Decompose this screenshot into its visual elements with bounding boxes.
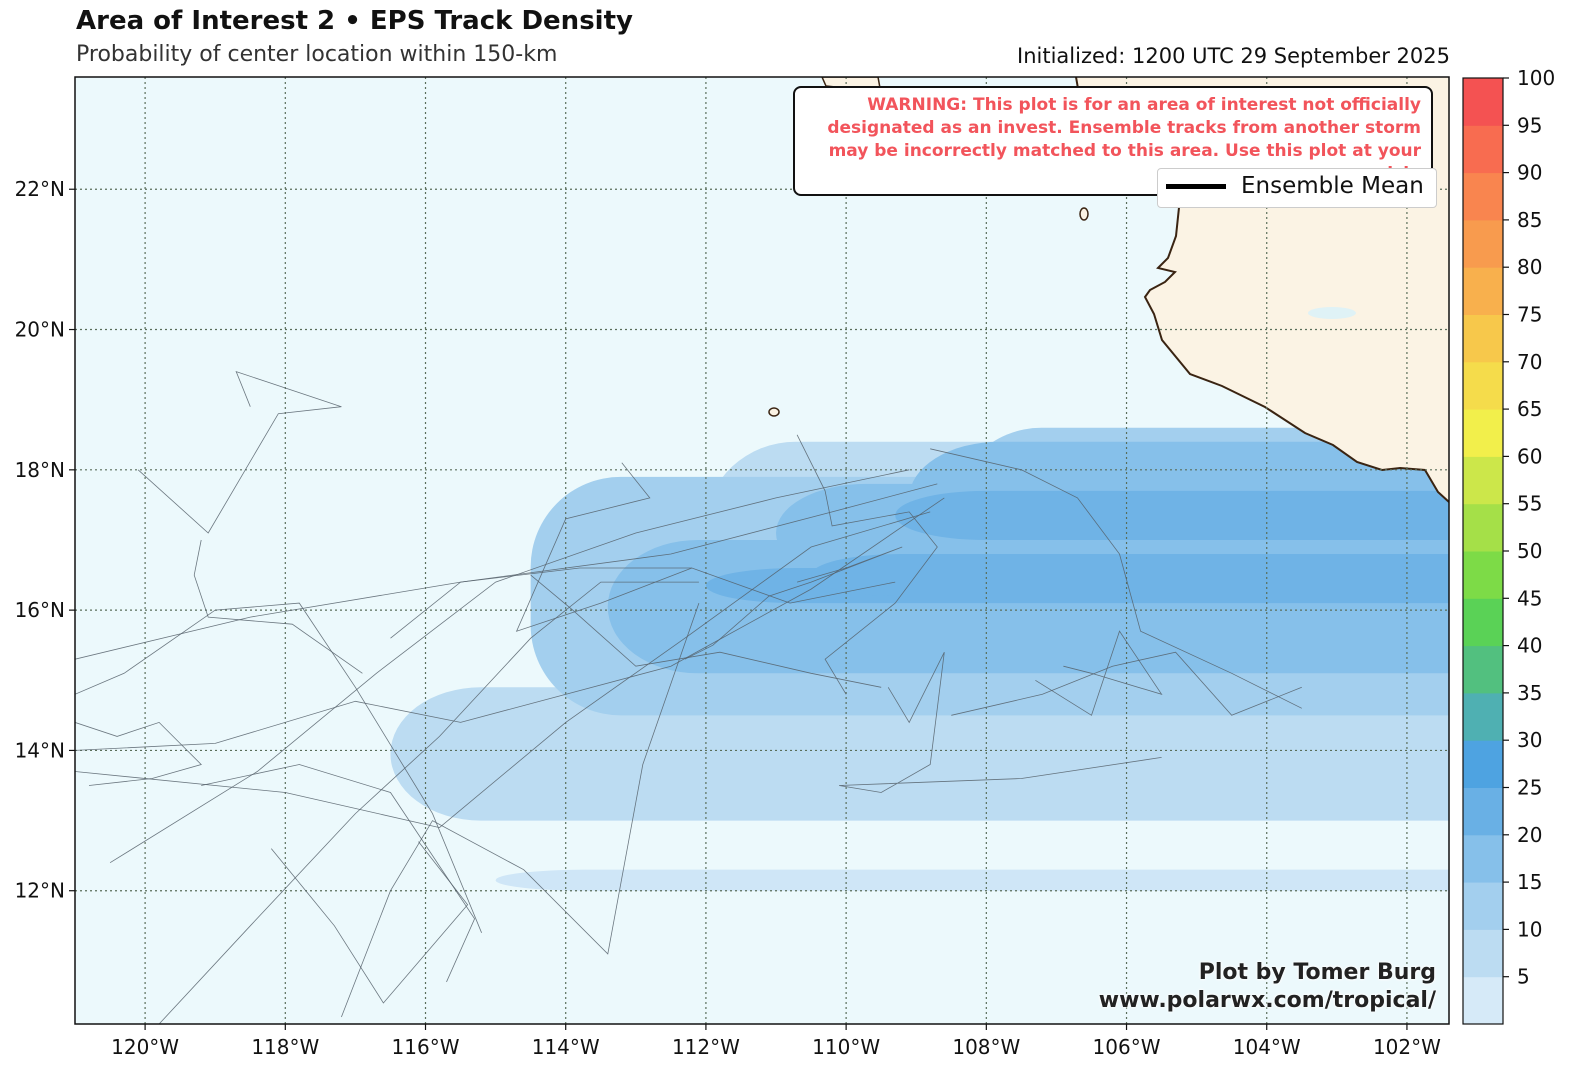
credit-author: Plot by Tomer Burg [1198, 960, 1436, 985]
colorbar-segment [1463, 314, 1503, 363]
chart-title: Area of Interest 2 • EPS Track Density [76, 6, 633, 36]
map-frame [74, 76, 1450, 1025]
colorbar-label: 25 [1517, 776, 1542, 800]
colorbar-label: 5 [1517, 965, 1530, 989]
colorbar-label: 45 [1517, 586, 1542, 610]
lat-tick-label: 12°N [15, 879, 65, 903]
ensemble-track [684, 546, 903, 660]
colorbar-segment [1463, 929, 1503, 978]
colorbar-label: 65 [1517, 397, 1542, 421]
ensemble-track [75, 497, 945, 751]
lon-tick-label: 102°W [1373, 1035, 1441, 1059]
socorro-island [768, 407, 780, 417]
ensemble-track [158, 581, 699, 1024]
ensemble-track [341, 602, 700, 1018]
colorbar-segment [1463, 882, 1503, 930]
lat-tick-label: 14°N [15, 738, 65, 762]
colorbar-segment [1463, 787, 1503, 836]
ensemble-track [515, 462, 693, 632]
colorbar-segment [1463, 125, 1503, 174]
ensemble-track [839, 652, 1162, 793]
ensemble-track [137, 370, 342, 534]
colorbar-segment [1463, 361, 1503, 410]
colorbar-label: 40 [1517, 634, 1542, 658]
colorbar-segment [1463, 503, 1503, 552]
ensemble-track [270, 841, 469, 1004]
lon-tick-label: 104°W [1233, 1035, 1301, 1059]
colorbar-label: 95 [1517, 113, 1542, 137]
lat-tick-label: 22°N [15, 177, 65, 201]
colorbar-segment [1463, 551, 1503, 599]
lat-tick-label: 20°N [15, 318, 65, 342]
colorbar-segment [1463, 598, 1503, 647]
colorbar-label: 60 [1517, 444, 1542, 468]
lon-tick-label: 108°W [952, 1035, 1020, 1059]
density-shading [390, 427, 1449, 891]
ensemble-track [1035, 630, 1163, 716]
density-region-25 [895, 490, 1449, 540]
colorbar-label: 75 [1517, 303, 1542, 327]
ensemble-mean-swatch [1166, 184, 1226, 189]
ensemble-track [951, 651, 1302, 716]
legend: Ensemble Mean [1157, 168, 1437, 208]
ensemble-track [201, 764, 476, 983]
lat-tick-label: 16°N [15, 598, 65, 622]
islas-marias-island [1079, 207, 1089, 221]
colorbar-label: 20 [1517, 823, 1542, 847]
initialized-label: Initialized: 1200 UTC 29 September 2025 [1017, 44, 1450, 68]
colorbar: 5 10 15 20 25 30 35 40 45 50 55 60 65 70 75 80 85 90 95 100 [1462, 66, 1555, 1025]
colorbar-segment [1463, 78, 1503, 126]
ensemble-track [530, 574, 882, 688]
colorbar-label: 10 [1517, 917, 1542, 941]
ensemble-track [75, 511, 931, 829]
lon-tick-label: 106°W [1093, 1035, 1161, 1059]
ensemble-track [75, 483, 938, 660]
chart-subtitle: Probability of center location within 15… [76, 42, 558, 67]
colorbar-label: 55 [1517, 492, 1542, 516]
ensemble-tracks [75, 370, 1302, 1024]
density-region-10 [390, 687, 1449, 821]
lon-tick-label: 110°W [812, 1035, 880, 1059]
lon-tick-label: 116°W [392, 1035, 460, 1059]
colorbar-label: 15 [1517, 870, 1542, 894]
colorbar-segment [1463, 456, 1503, 505]
lon-tick-label: 118°W [251, 1035, 319, 1059]
lat-tick-label: 18°N [15, 458, 65, 482]
ensemble-track [796, 434, 938, 695]
colorbar-segment [1463, 834, 1503, 883]
ensemble-track [109, 469, 910, 864]
colorbar-segment [1463, 976, 1503, 1025]
ensemble-track [75, 602, 482, 933]
credit-url: www.polarwx.com/tropical/ [1098, 988, 1436, 1013]
ensemble-track [75, 721, 202, 786]
lon-tick-label: 120°W [111, 1035, 179, 1059]
colorbar-label: 70 [1517, 350, 1542, 374]
density-region-25 [811, 554, 1449, 597]
colorbar-segment [1463, 172, 1503, 221]
colorbar-label: 100 [1517, 66, 1555, 90]
colorbar-segment [1463, 267, 1503, 315]
colorbar-label: 30 [1517, 728, 1542, 752]
colorbar-segment [1463, 645, 1503, 694]
legend-label: Ensemble Mean [1241, 173, 1424, 199]
ensemble-track [390, 567, 896, 639]
colorbar-segment [1463, 219, 1503, 268]
colorbar-label: 80 [1517, 255, 1542, 279]
ensemble-track [193, 539, 363, 674]
ensemble-track [930, 448, 1302, 709]
lon-tick-label: 114°W [532, 1035, 600, 1059]
density-region-5 [495, 869, 1449, 891]
colorbar-label: 50 [1517, 539, 1542, 563]
colorbar-segment [1463, 692, 1503, 741]
colorbar-label: 85 [1517, 208, 1542, 232]
axis-labels: 120°W 118°W 116°W 114°W 112°W 110°W 108°W 106°W… [15, 177, 1442, 1059]
colorbar-segment [1463, 409, 1503, 457]
lake-chapala [1308, 307, 1356, 319]
colorbar-label: 35 [1517, 681, 1542, 705]
colorbar-label: 90 [1517, 161, 1542, 185]
colorbar-segment [1463, 740, 1503, 788]
lon-tick-label: 112°W [672, 1035, 740, 1059]
